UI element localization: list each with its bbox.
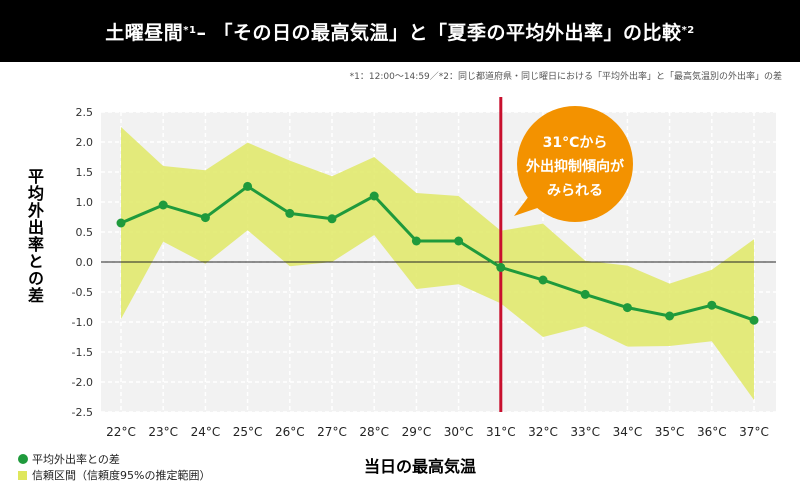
data-point xyxy=(158,200,168,210)
x-tick-label: 34°C xyxy=(613,425,643,439)
y-tick-label: 0.5 xyxy=(76,226,94,239)
data-point xyxy=(707,300,717,310)
x-tick-label: 31°C xyxy=(486,425,516,439)
legend-band-label: 信頼区間（信頼度95%の推定範囲） xyxy=(32,469,211,482)
data-point xyxy=(285,208,295,218)
y-tick-label: -2.5 xyxy=(72,406,93,419)
legend: 平均外出率との差 信頼区間（信頼度95%の推定範囲） xyxy=(18,451,210,483)
confidence-band xyxy=(121,127,754,400)
data-point xyxy=(200,213,210,223)
x-tick-label: 30°C xyxy=(444,425,474,439)
x-tick-label: 22°C xyxy=(106,425,136,439)
x-tick-label: 36°C xyxy=(697,425,727,439)
x-tick-label: 28°C xyxy=(359,425,389,439)
data-point xyxy=(116,218,126,228)
data-point xyxy=(454,236,464,246)
x-tick-label: 24°C xyxy=(191,425,221,439)
legend-band-swatch xyxy=(18,470,27,480)
y-tick-label: -2.0 xyxy=(72,376,93,389)
x-tick-label: 26°C xyxy=(275,425,305,439)
legend-series-label: 平均外出率との差 xyxy=(32,453,120,466)
y-tick-label: -1.0 xyxy=(72,316,93,329)
x-tick-label: 33°C xyxy=(570,425,600,439)
x-axis-label: 当日の最高気温 xyxy=(363,457,476,476)
callout-bubble xyxy=(517,106,633,222)
y-tick-label: 0.0 xyxy=(76,256,94,269)
y-axis-label: 平均外出率との差 xyxy=(25,168,44,304)
y-tick-label: 1.0 xyxy=(76,196,94,209)
data-point xyxy=(749,315,759,325)
data-point xyxy=(411,236,421,246)
title-sub: – 「その日の最高気温」と「夏季の平均外出率」の比較 xyxy=(196,21,682,44)
data-point xyxy=(496,262,506,272)
callout-text-line-2: 外出抑制傾向が xyxy=(526,158,625,175)
x-tick-label: 29°C xyxy=(402,425,432,439)
title-main: 土曜昼間 xyxy=(105,21,184,44)
data-point xyxy=(622,303,632,313)
y-tick-label: 1.5 xyxy=(76,166,94,179)
legend-item-band: 信頼区間（信頼度95%の推定範囲） xyxy=(18,467,210,483)
footnote: *1：12:00〜14:59／*2：同じ都道府県・同じ曜日における「平均外出率」… xyxy=(349,72,782,82)
legend-item-series: 平均外出率との差 xyxy=(18,451,210,467)
legend-series-swatch xyxy=(18,454,28,464)
series-line xyxy=(120,184,755,322)
data-point xyxy=(327,214,337,224)
chart-title: 土曜昼間 *1 – 「その日の最高気温」と「夏季の平均外出率」の比較 *2 xyxy=(0,0,800,62)
data-point xyxy=(580,289,590,299)
x-tick-label: 25°C xyxy=(233,425,263,439)
data-point xyxy=(243,181,253,191)
callout-text-line-3: みられる xyxy=(547,183,603,199)
x-tick-label: 27°C xyxy=(317,425,347,439)
data-point xyxy=(538,275,548,285)
y-tick-label: -0.5 xyxy=(72,286,93,299)
x-tick-label: 23°C xyxy=(148,425,178,439)
x-tick-label: 37°C xyxy=(739,425,769,439)
callout-text-line-1: 31°Cから xyxy=(543,135,608,151)
x-tick-label: 35°C xyxy=(655,425,685,439)
y-tick-label: -1.5 xyxy=(72,346,93,359)
y-tick-label: 2.0 xyxy=(76,136,94,149)
data-point xyxy=(665,311,675,321)
x-tick-label: 32°C xyxy=(528,425,558,439)
y-tick-label: 2.5 xyxy=(76,106,94,119)
data-point xyxy=(369,191,379,201)
